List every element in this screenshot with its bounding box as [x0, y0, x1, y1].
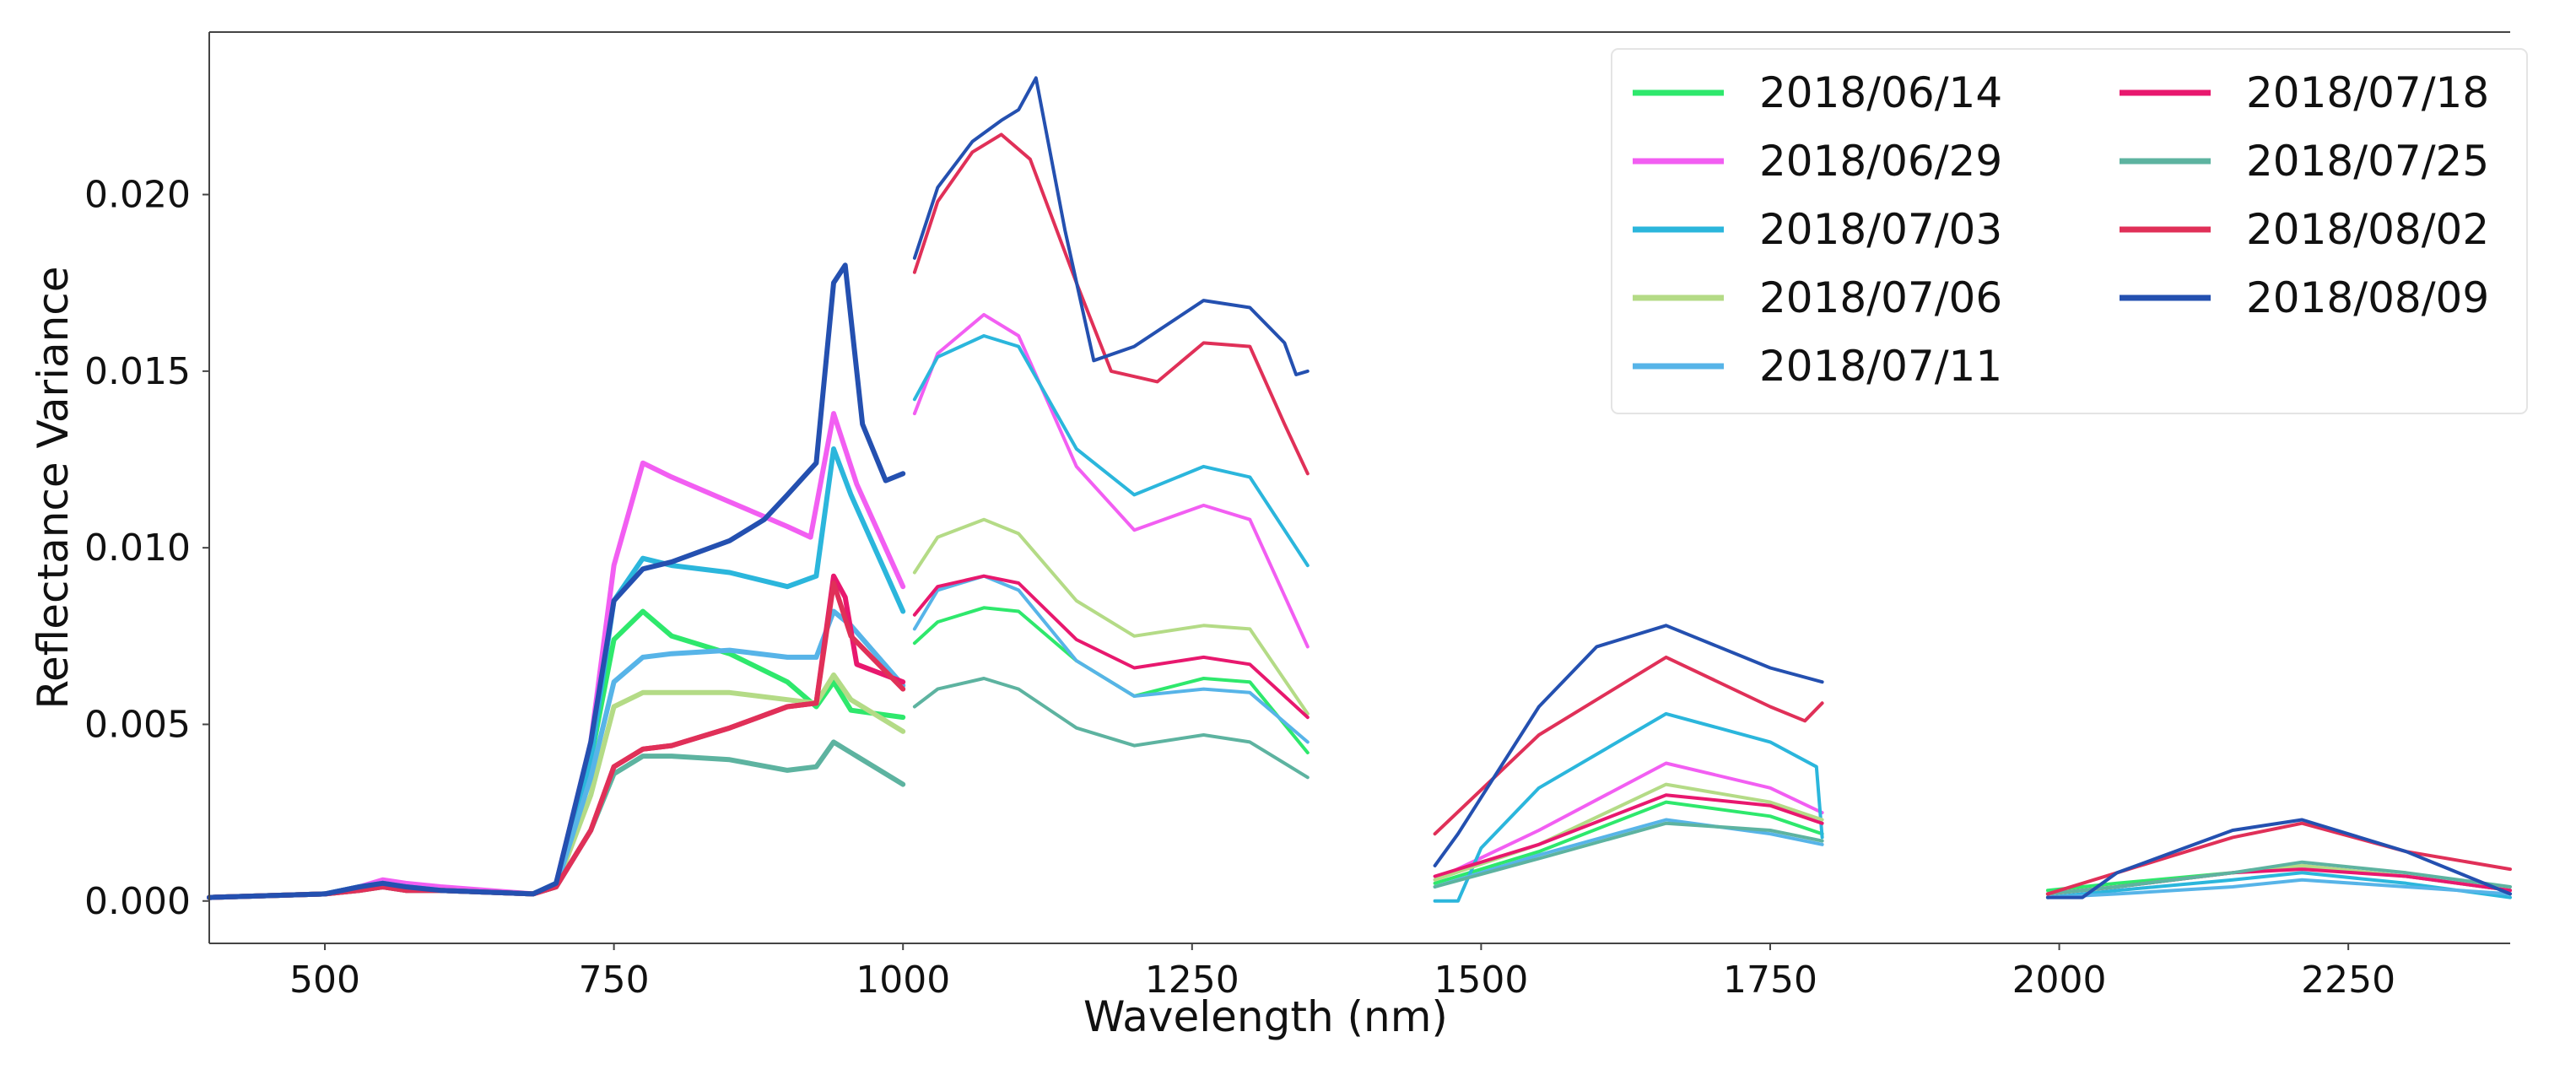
x-axis-label: Wavelength (nm): [1083, 992, 1448, 1041]
x-tick-label: 500: [289, 959, 360, 1002]
x-tick-label: 1500: [1434, 959, 1528, 1002]
series-line-2018-07-11-seg2: [912, 574, 1310, 744]
series-line-2018-07-03-seg2: [912, 334, 1310, 568]
x-tick-label: 1250: [1145, 959, 1239, 1002]
legend-label: 2018/07/25: [2246, 137, 2489, 186]
y-tick-label: 0.000: [84, 880, 191, 923]
series-line-2018-06-29-seg1: [207, 411, 906, 900]
series-2018-08-09: [207, 76, 2512, 900]
legend-item-2018-07-18: 2018/07/18: [2120, 68, 2489, 117]
series-line-2018-07-25-seg3: [1433, 821, 1824, 889]
series-line-2018-07-06-seg2: [912, 517, 1310, 716]
y-tick-label: 0.020: [84, 174, 191, 217]
legend-item-2018-07-25: 2018/07/25: [2120, 137, 2489, 186]
x-tick-label: 2250: [2301, 959, 2395, 1002]
legend-label: 2018/08/02: [2246, 205, 2489, 254]
series-line-2018-07-11-seg3: [1433, 818, 1824, 889]
series-line-2018-08-02-seg4: [2045, 821, 2512, 896]
series-line-2018-07-03-seg3: [1433, 711, 1824, 903]
legend-label: 2018/07/06: [1759, 273, 2002, 322]
y-ticks: 0.000 0.005 0.010 0.015 0.020: [84, 174, 209, 923]
series-line-2018-07-18-seg3: [1433, 793, 1824, 878]
y-tick-label: 0.005: [84, 703, 191, 746]
legend-label: 2018/07/18: [2246, 68, 2489, 117]
x-tick-label: 750: [579, 959, 650, 1002]
legend: 2018/06/14 2018/06/29 2018/07/03 2018/07/06…: [1611, 48, 2528, 414]
series-2018-08-02: [207, 132, 2512, 900]
y-axis-label: Reflectance Variance: [29, 266, 78, 709]
legend-item-2018-06-14: 2018/06/14: [1633, 68, 2002, 117]
series-line-2018-06-14-seg3: [1433, 800, 1824, 885]
series-layer: [207, 76, 2512, 903]
series-line-2018-08-09-seg2: [912, 76, 1310, 376]
legend-item-2018-08-02: 2018/08/02: [2120, 205, 2489, 254]
legend-label: 2018/07/11: [1759, 342, 2002, 391]
legend-item-2018-07-03: 2018/07/03: [1633, 205, 2002, 254]
series-line-2018-08-02-seg1: [207, 581, 906, 900]
series-line-2018-07-18-seg2: [912, 574, 1310, 720]
series-line-2018-08-02-seg3: [1433, 655, 1824, 836]
series-line-2018-07-11-seg4: [2045, 878, 2512, 899]
x-tick-label: 1000: [856, 959, 950, 1002]
legend-item-2018-07-06: 2018/07/06: [1633, 273, 2002, 322]
legend-item-2018-07-11: 2018/07/11: [1633, 342, 2002, 391]
x-ticks: 500 750 1000 1250 1500 1750 2000 2250: [289, 943, 2395, 1002]
x-tick-label: 2000: [2012, 959, 2107, 1002]
series-line-2018-08-09-seg3: [1433, 624, 1824, 867]
series-line-2018-06-29-seg2: [912, 312, 1310, 649]
legend-label: 2018/07/03: [1759, 205, 2002, 254]
legend-box: [1611, 48, 2528, 414]
legend-item-2018-06-29: 2018/06/29: [1633, 137, 2002, 186]
series-line-2018-07-25-seg2: [912, 677, 1310, 780]
legend-item-2018-08-09: 2018/08/09: [2120, 273, 2489, 322]
series-line-2018-08-09-seg4: [2045, 818, 2512, 899]
legend-label: 2018/06/14: [1759, 68, 2002, 117]
series-line-2018-06-29-seg3: [1433, 761, 1824, 882]
legend-label: 2018/08/09: [2246, 273, 2489, 322]
y-tick-label: 0.015: [84, 350, 191, 393]
x-tick-label: 1750: [1723, 959, 1817, 1002]
series-line-2018-08-09-seg1: [207, 262, 906, 900]
series-line-2018-07-03-seg4: [2045, 871, 2512, 899]
y-tick-label: 0.010: [84, 527, 191, 570]
legend-label: 2018/06/29: [1759, 137, 2002, 186]
series-line-2018-08-02-seg2: [912, 132, 1310, 476]
series-line-2018-07-25-seg4: [2045, 860, 2512, 896]
